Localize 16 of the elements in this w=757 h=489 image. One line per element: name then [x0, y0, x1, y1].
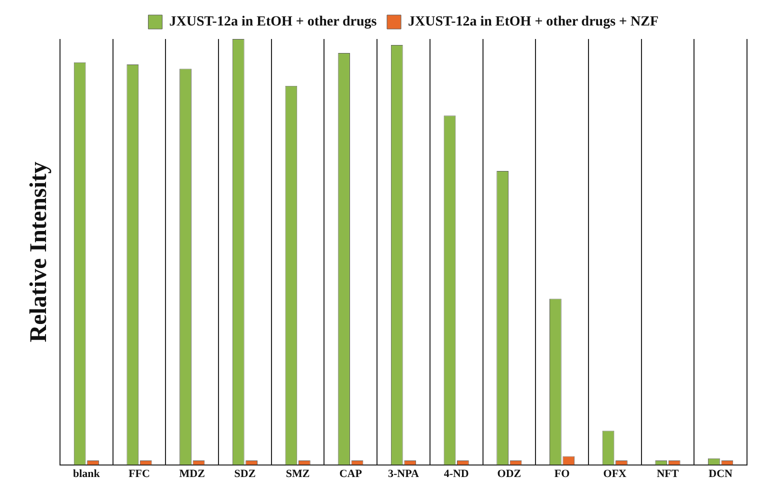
x-tick-label: SMZ	[286, 468, 310, 480]
x-tick-label: SDZ	[234, 468, 256, 480]
x-tick-label: 3-NPA	[388, 468, 420, 480]
x-tick-label: FO	[554, 468, 570, 480]
legend-label: JXUST-12a in EtOH + other drugs	[169, 14, 378, 30]
x-tick-label: FFC	[128, 468, 150, 480]
x-tick-label: DCN	[708, 468, 733, 480]
x-tick-label: 4-ND	[444, 468, 469, 480]
x-tick-label: CAP	[339, 468, 362, 480]
x-tick-label: ODZ	[497, 468, 522, 480]
x-tick-label: OFX	[603, 468, 627, 480]
x-tick-label: blank	[72, 468, 101, 480]
y-axis-title: Relative Intensity	[26, 162, 52, 342]
x-tick-label: NFT	[656, 468, 680, 480]
legend-label: JXUST-12a in EtOH + other drugs + NZF	[408, 14, 659, 30]
x-tick-label: MDZ	[179, 468, 205, 480]
